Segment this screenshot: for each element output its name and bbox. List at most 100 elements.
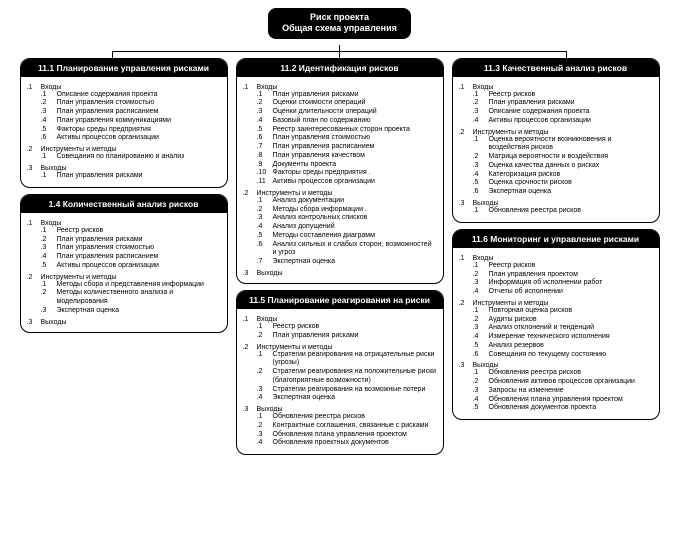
item-label: Методы сбора и представления информации (57, 281, 221, 290)
section-number: .1 (243, 84, 253, 91)
section-label: Выходы (41, 319, 67, 326)
section-label: Входы (257, 84, 278, 91)
section-head: .3Выходы (27, 165, 221, 172)
item-number: .2 (41, 236, 53, 245)
item-label: Активы процессов организации (489, 117, 653, 126)
list-item: .2 План управления рисками (41, 236, 221, 245)
item-number: .2 (257, 332, 269, 341)
section-number: .2 (459, 129, 469, 136)
item-number: .2 (41, 289, 53, 307)
section-label: Инструменты и методы (41, 146, 117, 153)
item-number: .3 (257, 108, 269, 117)
list-item: .7Экспертная оценка (257, 258, 437, 267)
section-items: .1Реестр рисков.2План управления проекто… (473, 262, 653, 297)
list-item: .2Стратегии реагирования на положительны… (257, 368, 437, 386)
item-label: План управления рисками (57, 236, 221, 245)
section-number: .3 (459, 200, 469, 207)
item-number: .4 (41, 117, 53, 126)
item-label: Совещания по текущему состоянию (489, 351, 653, 360)
section-items: .1Реестр рисков.2План управления рисками (257, 323, 437, 341)
list-item: .7План управления расписанием (257, 143, 437, 152)
item-number: .3 (473, 162, 485, 171)
item-number: .6 (257, 134, 269, 143)
list-item: .2Контрактные соглашения, связанные с ри… (257, 422, 437, 431)
item-number: .2 (473, 153, 485, 162)
item-label: Активы процессов организации (57, 262, 221, 271)
item-label: Оценки длительности операций (273, 108, 437, 117)
section-label: Входы (257, 316, 278, 323)
root-title: Риск проекта Общая схема управления (268, 8, 411, 39)
section-number: .1 (243, 316, 253, 323)
section-number: .2 (27, 146, 37, 153)
item-label: План управления рисками (57, 172, 221, 181)
item-number: .3 (257, 431, 269, 440)
box-body: .1Входы.1Реестр рисков.2План управления … (237, 309, 443, 454)
section-label: Входы (41, 84, 62, 91)
item-number: .2 (473, 316, 485, 325)
item-number: .4 (473, 117, 485, 126)
diagram-column: 11.3 Качественный анализ рисков.1Входы.1… (452, 58, 660, 421)
box-title: 11.5 Планирование реагирования на риски (237, 291, 443, 309)
list-item: .4Анализ допущений (257, 223, 437, 232)
list-item: .5Обновления документов проекта (473, 404, 653, 413)
item-label: Реестр заинтересованных сторон проекта (273, 126, 437, 135)
item-number: .1 (473, 307, 485, 316)
item-label: Обновления реестра рисков (489, 207, 653, 216)
item-label: Факторы среды предприятия (57, 126, 221, 135)
diagram-column: 11.2 Идентификация рисков.1Входы.1План у… (236, 58, 444, 456)
item-label: Описание содержания проекта (489, 108, 653, 117)
list-item: .3Экспертная оценка (41, 307, 221, 316)
list-item: .1Реестр рисков (473, 91, 653, 100)
section-label: Выходы (473, 200, 499, 207)
list-item: .6Экспертная оценка (473, 188, 653, 197)
item-number: .3 (41, 307, 53, 316)
box-body: .1Входы.1План управления рисками.2Оценки… (237, 77, 443, 283)
item-number: .5 (473, 342, 485, 351)
diagram-box: 11.6 Мониторинг и управление рисками.1Вх… (452, 229, 660, 420)
item-number: .1 (257, 91, 269, 100)
section-items: .1План управления рисками (41, 172, 221, 181)
item-label: Оценка срочности рисков (489, 179, 653, 188)
item-number: .6 (41, 134, 53, 143)
item-number: .3 (41, 244, 53, 253)
item-number: .11 (257, 178, 269, 187)
item-number: .2 (257, 422, 269, 431)
item-number: .1 (473, 262, 485, 271)
item-number: .6 (257, 241, 269, 259)
section-head: .1Входы (27, 220, 221, 227)
item-number: .2 (257, 99, 269, 108)
item-number: .5 (473, 179, 485, 188)
item-label: Обновления проектных документов (273, 439, 437, 448)
item-number: .3 (473, 108, 485, 117)
item-label: План управления расписанием (57, 253, 221, 262)
list-item: .4План управления коммуникациями (41, 117, 221, 126)
item-label: Анализ отклонений и тенденций (489, 324, 653, 333)
item-label: План управления рисками (273, 332, 437, 341)
section-items: .1План управления рисками.2Оценки стоимо… (257, 91, 437, 187)
section-label: Инструменты и методы (41, 274, 117, 281)
section-head: .2Инструменты и методы (243, 190, 437, 197)
list-item: .1Стратегии реагирования на отрицательны… (257, 351, 437, 369)
list-item: .4Экспертная оценка (257, 394, 437, 403)
section-head: .3Выходы (243, 270, 437, 277)
list-item: .1Реестр рисков (473, 262, 653, 271)
item-number: .1 (473, 369, 485, 378)
section-head: .1 Входы (243, 316, 437, 323)
item-label: Запросы на изменение (489, 387, 653, 396)
list-item: .1Реестр рисков (41, 227, 221, 236)
item-number: .1 (41, 227, 53, 236)
item-number: .4 (257, 394, 269, 403)
item-number: .6 (473, 351, 485, 360)
section-label: Входы (473, 84, 494, 91)
item-number: .8 (257, 152, 269, 161)
list-item: .3Информация об исполнении работ (473, 279, 653, 288)
section-items: .1Методы сбора и представления информаци… (41, 281, 221, 316)
list-item: .1Обновления реестра рисков (473, 207, 653, 216)
list-item: .3 Описание содержания проекта (473, 108, 653, 117)
list-item: .4Базовый план по содержанию (257, 117, 437, 126)
item-number: .1 (41, 153, 53, 162)
item-number: .3 (41, 108, 53, 117)
section-label: Инструменты и методы (473, 129, 549, 136)
section-label: Инструменты и методы (257, 344, 333, 351)
diagram-box: 11.5 Планирование реагирования на риски.… (236, 290, 444, 455)
